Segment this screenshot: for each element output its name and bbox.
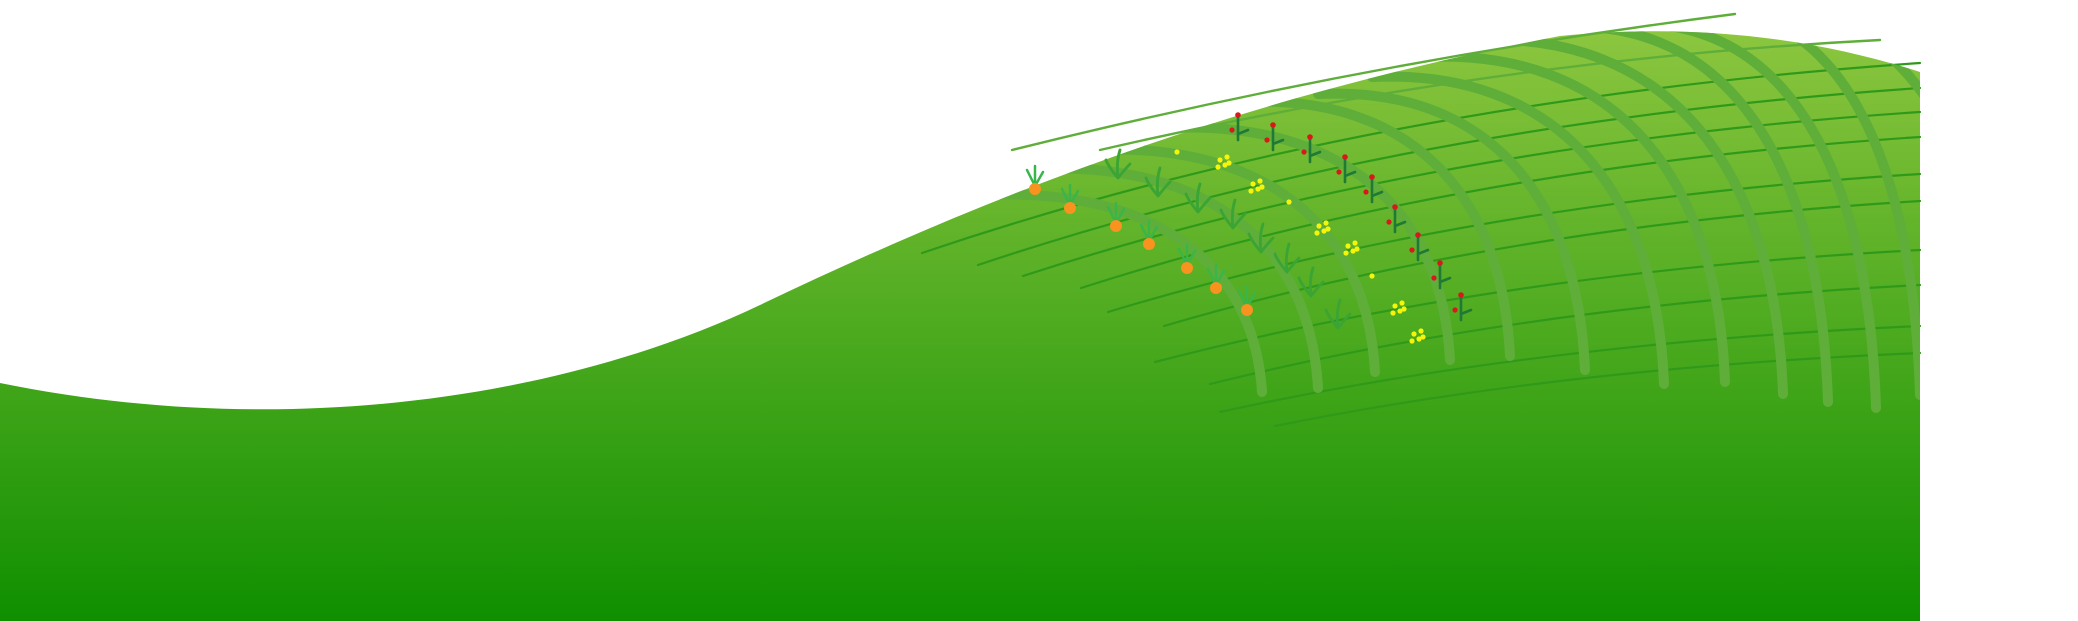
corn-sprout-icon <box>1324 298 1352 330</box>
arch-row <box>1620 31 1881 413</box>
furrow-line <box>1208 283 1922 386</box>
flower-cluster-icon <box>1215 154 1232 170</box>
flower-cluster-icon <box>1248 178 1265 194</box>
furrow-line <box>1010 12 1737 152</box>
corn-sprout-icon <box>1247 222 1275 254</box>
arch-row <box>1687 31 1920 400</box>
flower-cluster-icon <box>1343 240 1360 256</box>
flower-cluster-icon <box>1174 149 1180 155</box>
carrot-icon <box>1025 164 1045 195</box>
furrow-line <box>1218 324 1922 414</box>
arch-row <box>1367 71 1669 389</box>
arch-row <box>1557 31 1833 407</box>
berry-plant-icon <box>1363 174 1384 204</box>
carrot-icon <box>1206 263 1226 294</box>
arch-row <box>1313 88 1590 375</box>
corn-sprout-icon <box>1184 182 1212 214</box>
flower-cluster-icon <box>1369 273 1375 279</box>
crop-rows <box>1025 112 1473 344</box>
carrot-icon <box>1177 243 1197 274</box>
carrot-icon <box>1106 201 1126 232</box>
green-hill <box>0 31 1920 621</box>
corn-sprout-icon <box>1144 166 1172 198</box>
arch-row <box>1088 144 1380 377</box>
flower-cluster-icon <box>1314 220 1331 236</box>
flower-cluster-icon <box>1409 328 1426 344</box>
berry-plant-icon <box>1431 260 1452 290</box>
corn-sprout-icon <box>1297 266 1325 298</box>
berry-plant-icon <box>1452 292 1473 322</box>
corn-sprout-icon <box>1273 242 1301 274</box>
berry-plant-icon <box>1336 154 1357 184</box>
berry-plant-icon <box>1264 122 1285 152</box>
carrot-icon <box>1139 219 1159 250</box>
berry-plant-icon <box>1409 232 1430 262</box>
arch-row <box>1237 96 1515 361</box>
carrot-icon <box>1060 183 1080 214</box>
arch-row <box>1421 51 1730 387</box>
berry-plant-icon <box>1386 204 1407 234</box>
furrow-line <box>1021 110 1922 278</box>
corn-sprout-icon <box>1104 148 1132 180</box>
corn-sprout-icon <box>1219 198 1247 230</box>
berry-plant-icon <box>1301 134 1322 164</box>
arch-row <box>1471 34 1788 399</box>
flower-cluster-icon <box>1390 300 1407 316</box>
flower-cluster-icon <box>1286 199 1292 205</box>
berry-plant-icon <box>1229 112 1250 142</box>
arch-row <box>977 189 1267 397</box>
carrot-icon <box>1237 285 1257 316</box>
